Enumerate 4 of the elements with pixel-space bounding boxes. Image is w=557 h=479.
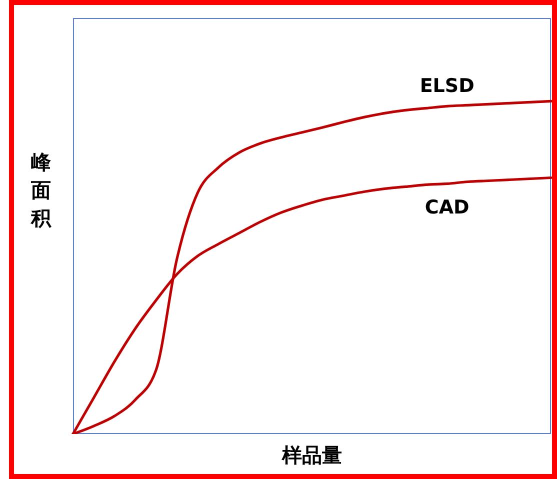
series-label: ELSD	[420, 75, 474, 98]
y-axis-title: 峰面积	[31, 149, 52, 232]
x-axis-title: 样品量	[280, 442, 343, 469]
series-label: CAD	[424, 196, 470, 219]
